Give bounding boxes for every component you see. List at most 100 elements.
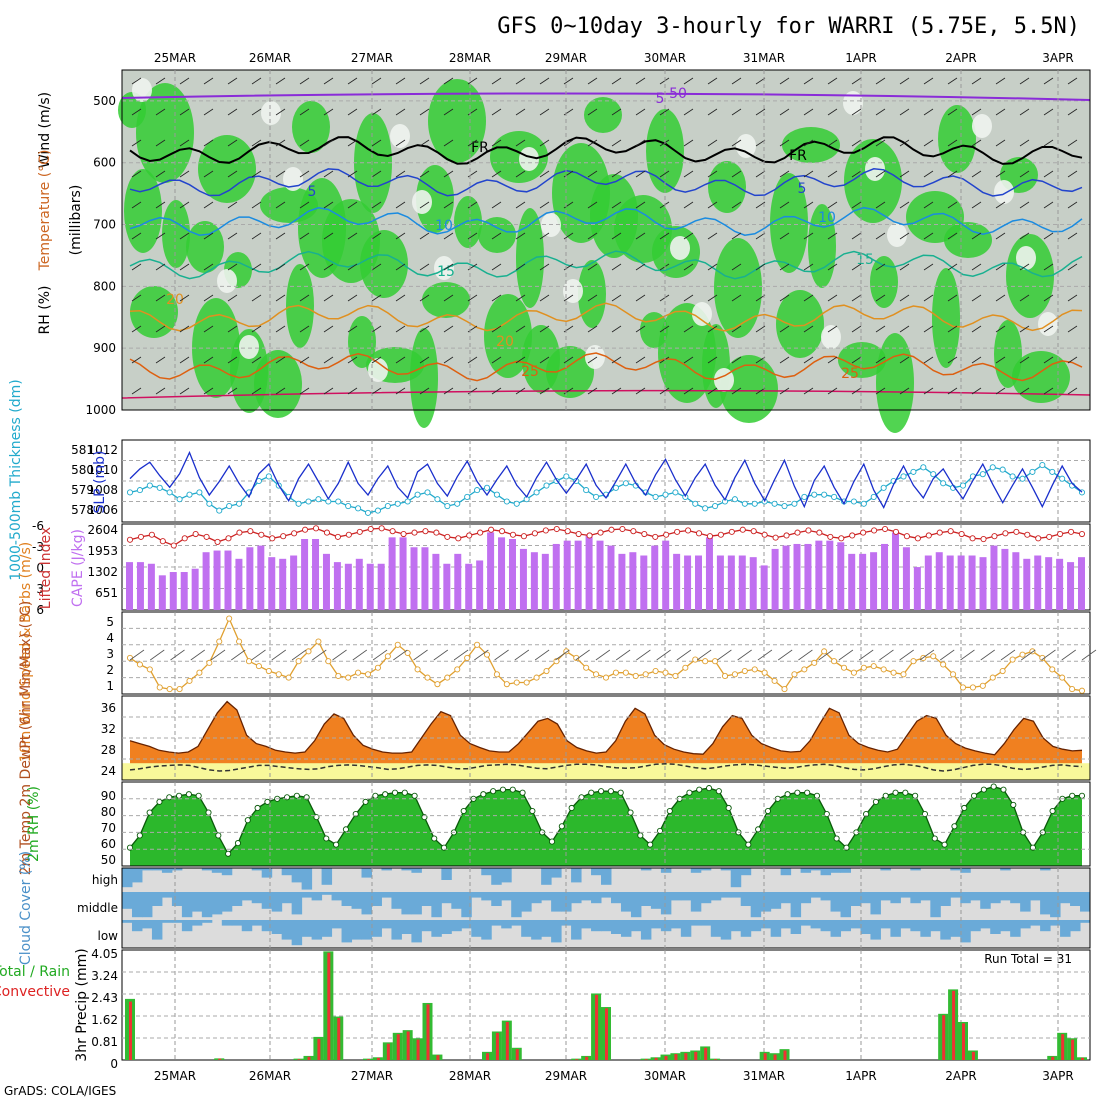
precip-axis-label: 3hr Precip (mm) (74, 948, 90, 1061)
rh-point (401, 789, 408, 796)
cape-bar (924, 555, 932, 610)
wind-barb (971, 325, 982, 333)
wind-barb (923, 139, 934, 147)
wind-barb (323, 77, 334, 85)
wind-barb (347, 139, 358, 147)
wind-barb (419, 356, 430, 364)
thickness-point (1009, 473, 1016, 480)
wind10m-frame (121, 611, 1091, 695)
wind-barb (539, 263, 550, 271)
top-date-label: 28MAR (449, 51, 491, 65)
wind-barb (947, 294, 958, 302)
wind-barb (155, 77, 166, 85)
wind-barb (731, 170, 742, 178)
wind-barb (635, 108, 646, 116)
thickness-point (483, 484, 491, 491)
rh2m-frame (121, 781, 1091, 867)
wind-barb (923, 387, 934, 395)
isotherm-label: 10 (818, 210, 836, 226)
cape-bar (312, 538, 320, 610)
rh-blob (782, 127, 840, 163)
lifted-index-point (477, 529, 484, 536)
wind-barb (155, 170, 166, 178)
wind-speed-point (226, 615, 233, 622)
precip-convective-bar (1071, 1039, 1075, 1060)
thickness-point (156, 484, 163, 491)
wind-barb (443, 139, 454, 147)
wind-barb (827, 325, 838, 333)
wind-barb (179, 201, 190, 209)
wind-barb (611, 139, 622, 147)
thickness-point (474, 487, 481, 494)
lifted-index-line (129, 527, 1083, 547)
wind-barb (635, 77, 646, 85)
wind-barb (947, 201, 958, 209)
cloud-bar-middle (1060, 892, 1071, 904)
wind-barb (947, 387, 958, 395)
cloud-bar-high (491, 868, 502, 885)
lifted-index-point (695, 530, 703, 537)
thickness-point (355, 505, 362, 512)
cloud-bar-low (551, 920, 562, 943)
wind-barb (827, 356, 838, 364)
wind-speed-point (979, 682, 986, 689)
wind-speed-point (424, 674, 431, 681)
wind-barb (899, 170, 910, 178)
wind-speed-point (950, 671, 957, 678)
wind-barb (443, 263, 454, 271)
wind-barb (707, 170, 718, 178)
cape-bar (848, 553, 856, 610)
wind-barb (131, 108, 142, 116)
rh-blob (198, 135, 256, 203)
wind-barb (779, 294, 790, 302)
wind-barb (155, 201, 166, 209)
cape-bar (530, 552, 538, 610)
thickness-point (315, 496, 322, 503)
cloud-frame (121, 867, 1091, 949)
cape-bar (596, 540, 604, 610)
wind-barb (491, 325, 502, 333)
rh-tick-label: 60 (101, 837, 116, 851)
lifted-index-point (608, 526, 615, 533)
bottom-date-label: 2APR (945, 1069, 976, 1083)
thickness-tick-label: 578 (71, 503, 94, 517)
wind-barb (1019, 263, 1030, 271)
cloud-bar-low (261, 920, 273, 932)
wind-barb (467, 139, 478, 147)
surface-wind-barb (231, 649, 246, 661)
lifted-index-point (488, 526, 495, 533)
thickness-point (186, 491, 193, 498)
wind-barb (611, 108, 622, 116)
rh-dry-blob (972, 114, 992, 138)
surface-wind-barb (433, 649, 449, 661)
cloud-level-label: middle (77, 901, 118, 915)
wind-barb (227, 139, 238, 147)
rh-point (598, 788, 605, 795)
wind-speed-point (900, 671, 907, 678)
cloud-bar-middle (1020, 892, 1031, 912)
precip-convective-bar (684, 1053, 688, 1060)
rh-blob (844, 139, 902, 223)
cloud-bar-high (840, 868, 851, 873)
wind-barb (131, 263, 142, 271)
wind-speed-point (682, 664, 689, 671)
cloud-bar-high (571, 868, 582, 883)
wind-barb (971, 387, 982, 395)
wind-barb (875, 294, 886, 302)
cape-bar (322, 553, 330, 610)
lifted-index-point (761, 531, 768, 538)
cloud-bar-low (710, 920, 722, 937)
wind-barb (323, 294, 334, 302)
rh-point (804, 789, 811, 796)
wind-barb (899, 325, 910, 333)
cloud-bar-middle (561, 892, 572, 912)
isotherm-line (129, 136, 1083, 165)
lifted-index-point (980, 536, 987, 543)
wind-barb (227, 387, 238, 395)
lifted-index-point (400, 530, 407, 538)
wind-barb (515, 108, 526, 116)
wind-barb (1043, 232, 1054, 240)
rh-point (391, 789, 399, 796)
thickness-point (751, 500, 758, 507)
cloud-bar-high (830, 868, 842, 873)
